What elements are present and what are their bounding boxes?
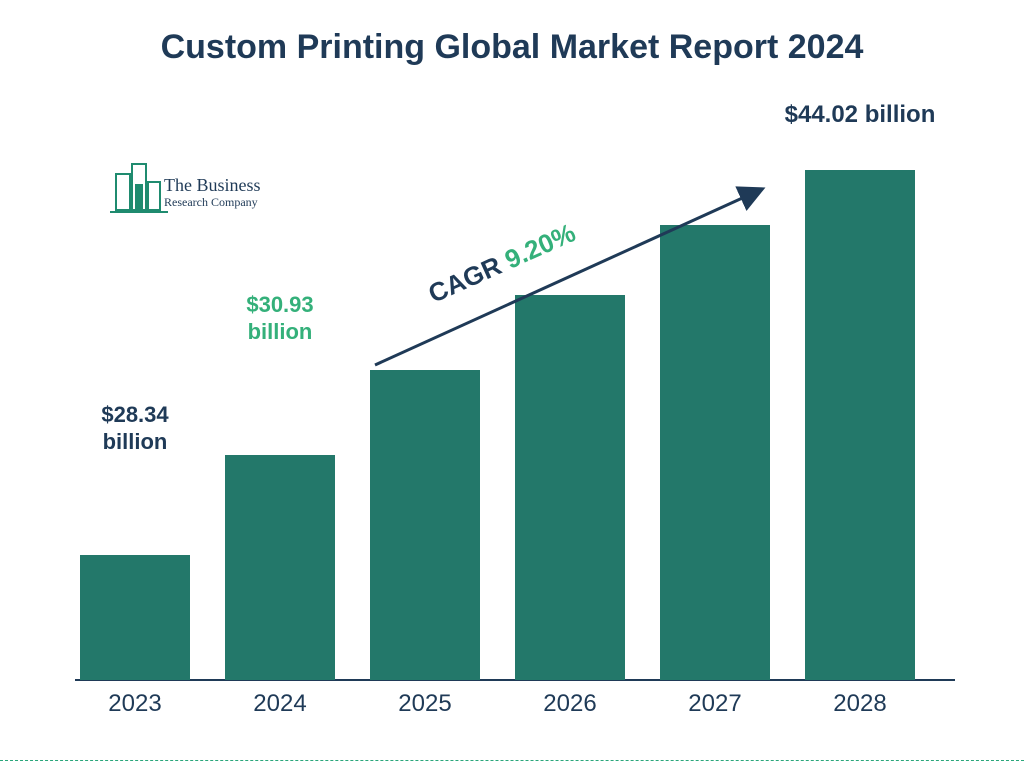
footer-divider: [0, 760, 1024, 761]
x-label-2023: 2023: [80, 690, 190, 718]
page-root: Custom Printing Global Market Report 202…: [0, 0, 1024, 768]
x-label-2026: 2026: [515, 690, 625, 718]
value-label-2023: $28.34billion: [70, 402, 200, 455]
bar-2023: [80, 555, 190, 680]
x-label-2028: 2028: [805, 690, 915, 718]
bar-2028: [805, 170, 915, 680]
bar-2025: [370, 370, 480, 680]
value-label-2028: $44.02 billion: [765, 101, 955, 130]
value-label-2024: $30.93billion: [215, 292, 345, 345]
x-label-2025: 2025: [370, 690, 480, 718]
bar-2027: [660, 225, 770, 680]
chart-title: Custom Printing Global Market Report 202…: [0, 28, 1024, 67]
x-label-2027: 2027: [660, 690, 770, 718]
bar-2026: [515, 295, 625, 680]
x-label-2024: 2024: [225, 690, 335, 718]
bar-2024: [225, 455, 335, 680]
